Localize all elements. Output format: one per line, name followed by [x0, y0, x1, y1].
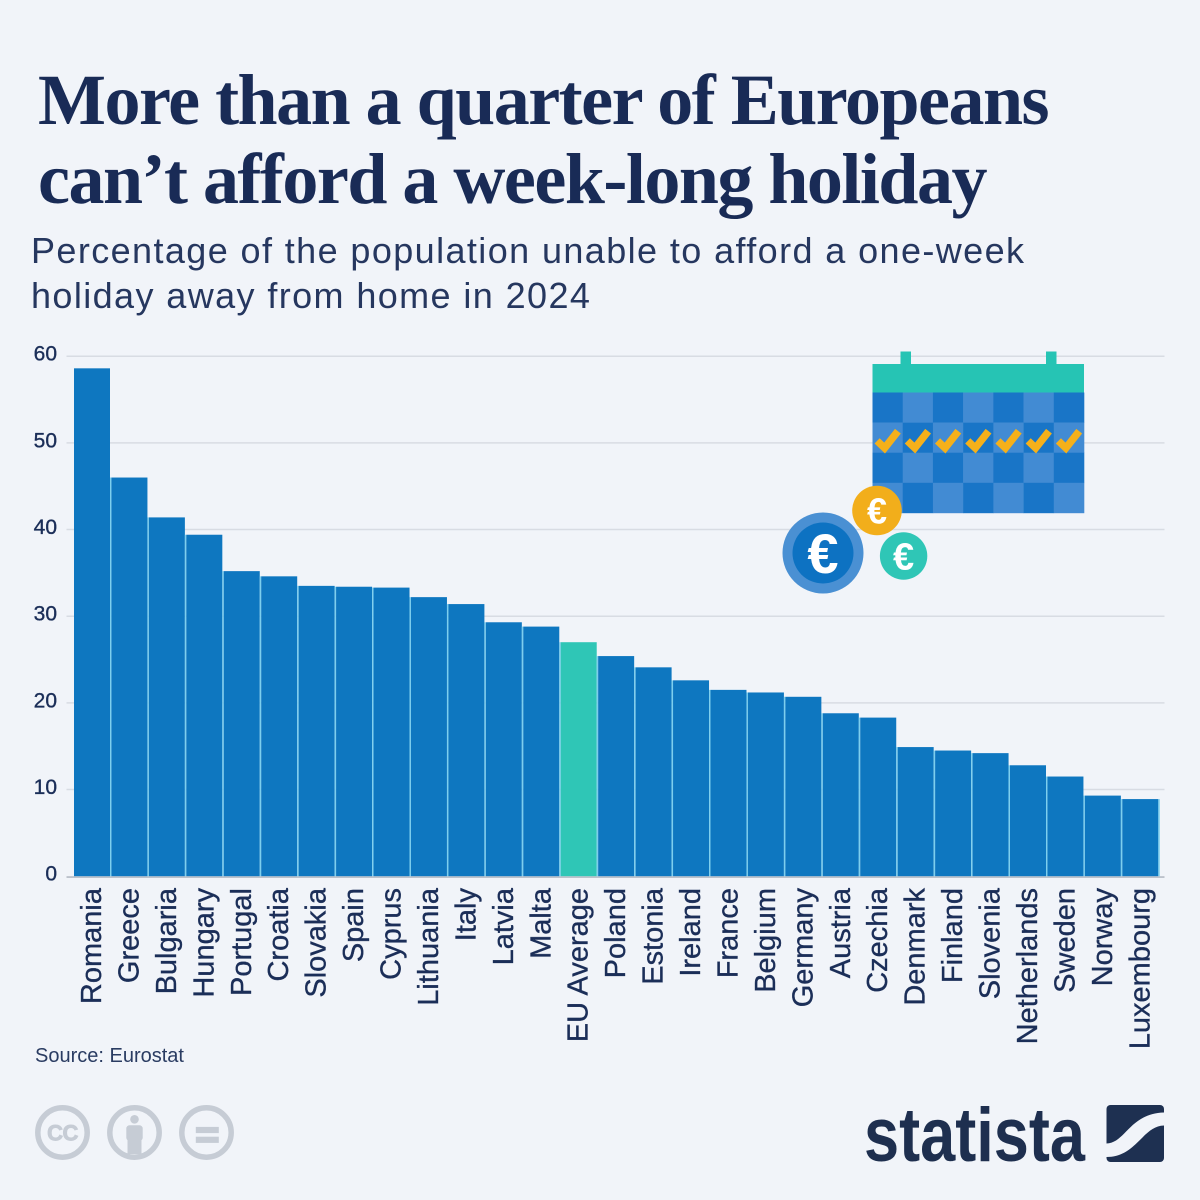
- svg-text:Netherlands: Netherlands: [1012, 888, 1044, 1044]
- svg-text:Sweden: Sweden: [1049, 888, 1081, 993]
- svg-text:Ireland: Ireland: [675, 888, 707, 977]
- svg-text:Greece: Greece: [113, 888, 145, 983]
- svg-text:Latvia: Latvia: [488, 887, 520, 965]
- svg-text:Spain: Spain: [338, 888, 370, 962]
- svg-text:Lithuania: Lithuania: [413, 887, 445, 1006]
- svg-text:€: €: [893, 537, 914, 579]
- svg-text:Slovakia: Slovakia: [301, 887, 333, 997]
- svg-text:0: 0: [45, 863, 57, 886]
- svg-text:60: 60: [34, 343, 57, 366]
- svg-text:Czechia: Czechia: [862, 887, 894, 993]
- svg-text:Belgium: Belgium: [750, 888, 782, 993]
- svg-text:Austria: Austria: [825, 887, 857, 978]
- svg-text:CC: CC: [47, 1121, 78, 1146]
- svg-text:statista: statista: [864, 1093, 1086, 1178]
- svg-text:Luxembourg: Luxembourg: [1124, 888, 1156, 1049]
- svg-text:Italy: Italy: [450, 888, 482, 942]
- svg-text:50: 50: [34, 429, 57, 452]
- svg-text:€: €: [867, 491, 887, 532]
- svg-text:Slovenia: Slovenia: [975, 887, 1007, 999]
- svg-text:40: 40: [34, 516, 57, 539]
- svg-text:Malta: Malta: [525, 887, 557, 959]
- svg-text:€: €: [807, 522, 838, 585]
- svg-text:Finland: Finland: [937, 888, 969, 983]
- svg-text:EU Average: EU Average: [563, 888, 595, 1042]
- svg-text:Germany: Germany: [787, 888, 819, 1008]
- svg-text:Romania: Romania: [76, 887, 108, 1004]
- svg-text:20: 20: [34, 689, 57, 712]
- svg-text:10: 10: [34, 776, 57, 799]
- svg-text:Estonia: Estonia: [638, 887, 670, 985]
- svg-text:Bulgaria: Bulgaria: [151, 887, 183, 994]
- svg-text:Portugal: Portugal: [226, 888, 258, 996]
- svg-text:Croatia: Croatia: [263, 887, 295, 981]
- svg-text:Poland: Poland: [600, 888, 632, 978]
- svg-text:Hungary: Hungary: [188, 888, 220, 998]
- svg-text:Cyprus: Cyprus: [376, 888, 408, 980]
- svg-text:30: 30: [34, 603, 57, 626]
- svg-text:Norway: Norway: [1087, 888, 1119, 987]
- svg-text:France: France: [712, 888, 744, 978]
- svg-text:Denmark: Denmark: [900, 888, 932, 1006]
